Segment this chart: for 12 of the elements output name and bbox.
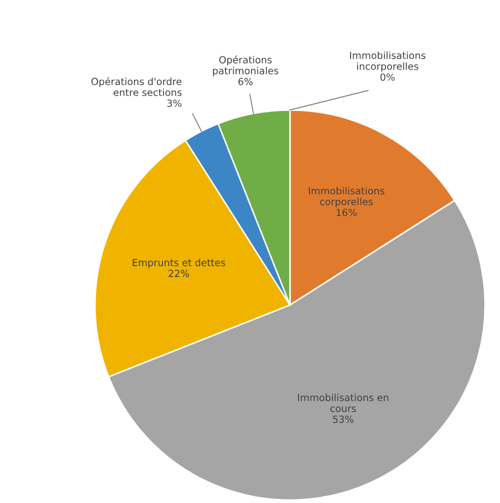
category-label: Immobilisations incorporelles bbox=[350, 52, 426, 72]
data-label: 22% bbox=[168, 270, 189, 278]
data-label: 53% bbox=[333, 416, 354, 423]
slice-label: Immobilisations corporelles bbox=[308, 186, 384, 208]
data-label: 16% bbox=[336, 208, 357, 216]
slice-label: Opérations patrimoniales bbox=[212, 56, 278, 76]
slice-label: Emprunts et dettes bbox=[132, 258, 226, 268]
data-label: 6% bbox=[238, 78, 253, 86]
slice-label: Immobilisations en cours bbox=[298, 394, 388, 412]
text: 0% bbox=[380, 73, 395, 81]
data-label: 3% bbox=[167, 100, 182, 107]
slice-label: Opérations d'ordre entre sections bbox=[91, 77, 182, 96]
